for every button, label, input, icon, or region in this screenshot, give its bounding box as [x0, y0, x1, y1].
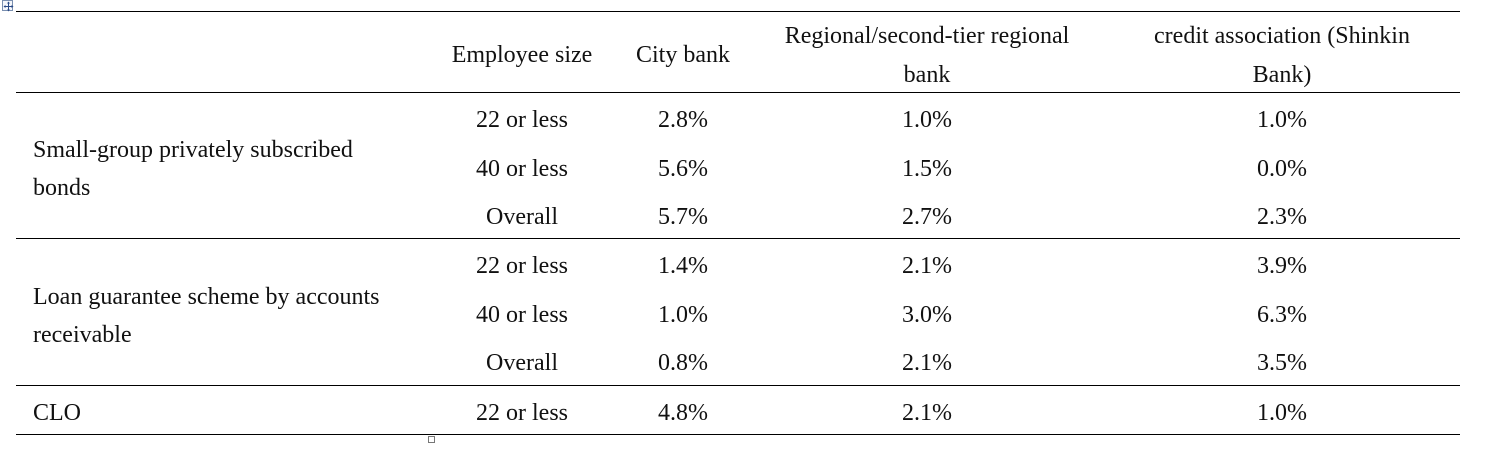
cell-regional: 2.7% [902, 204, 952, 230]
group-label-line1: CLO [33, 400, 81, 426]
cell-credit: 3.9% [1257, 253, 1307, 279]
cell-credit: 2.3% [1257, 204, 1307, 230]
header-border [16, 92, 1460, 93]
cell-credit: 6.3% [1257, 302, 1307, 328]
cell-size: Overall [486, 350, 558, 376]
cell-city: 5.6% [658, 156, 708, 182]
group-label-line1: Small-group privately subscribed [33, 137, 353, 163]
header-credit-line2: Bank) [1252, 62, 1312, 88]
cell-city: 4.8% [658, 400, 708, 426]
group-label: Small-group privately subscribed bonds [33, 131, 414, 207]
cell-regional: 1.0% [902, 107, 952, 133]
table-move-handle[interactable] [2, 0, 14, 12]
cell-size: Overall [486, 204, 558, 230]
header-regional-line1: Regional/second-tier regional [784, 23, 1070, 49]
group-label-line1: Loan guarantee scheme by accounts [33, 284, 380, 310]
header-city-bank: City bank [636, 42, 730, 68]
group-label: CLO [33, 394, 414, 432]
cell-city: 5.7% [658, 204, 708, 230]
header-credit-association: credit association (Shinkin Bank) [1154, 17, 1410, 95]
header-regional-line2: bank [903, 62, 951, 88]
cell-credit: 1.0% [1257, 400, 1307, 426]
cell-size: 22 or less [476, 253, 568, 279]
header-credit-line1: credit association (Shinkin [1154, 23, 1410, 49]
cell-city: 0.8% [658, 350, 708, 376]
cell-city: 1.0% [658, 302, 708, 328]
group-label-line2: receivable [33, 322, 132, 348]
cell-size: 40 or less [476, 302, 568, 328]
cell-regional: 3.0% [902, 302, 952, 328]
header-regional-bank: Regional/second-tier regional bank [785, 17, 1070, 95]
cell-city: 2.8% [658, 107, 708, 133]
cell-regional: 1.5% [902, 156, 952, 182]
cell-size: 22 or less [476, 107, 568, 133]
cell-credit: 3.5% [1257, 350, 1307, 376]
group-label-line2: bonds [33, 175, 91, 201]
top-border [16, 11, 1460, 12]
cell-regional: 2.1% [902, 400, 952, 426]
group-divider [16, 385, 1460, 386]
cell-regional: 2.1% [902, 350, 952, 376]
cell-regional: 2.1% [902, 253, 952, 279]
header-employee-size: Employee size [451, 42, 593, 68]
bottom-border [16, 434, 1460, 435]
cell-credit: 1.0% [1257, 107, 1307, 133]
move-arrows-icon [3, 1, 14, 12]
cell-size: 40 or less [476, 156, 568, 182]
group-divider [16, 238, 1460, 239]
cell-size: 22 or less [476, 400, 568, 426]
group-label: Loan guarantee scheme by accounts receiv… [33, 278, 414, 354]
table-resize-handle[interactable] [428, 436, 435, 443]
cell-city: 1.4% [658, 253, 708, 279]
cell-credit: 0.0% [1257, 156, 1307, 182]
